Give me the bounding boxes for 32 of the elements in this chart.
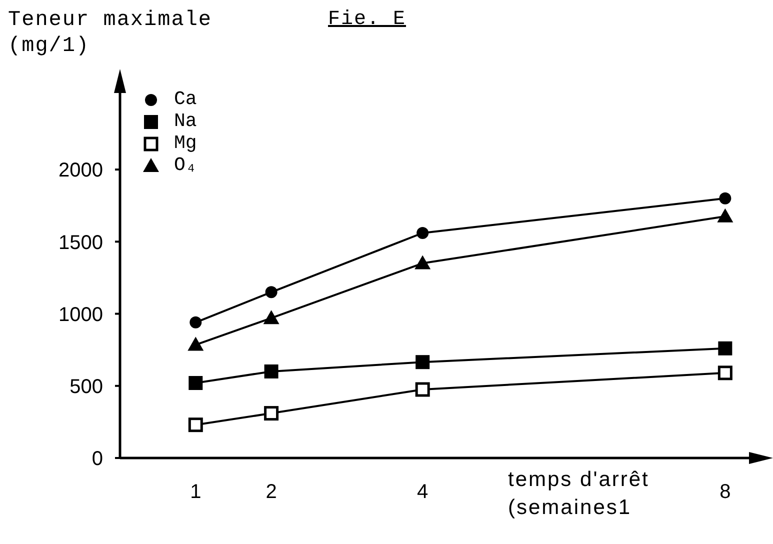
point [718, 366, 732, 380]
point [263, 310, 280, 324]
point [188, 376, 203, 390]
point [188, 336, 204, 351]
x-tick-label: 2 [266, 481, 277, 504]
x-tick-label: 8 [720, 481, 731, 504]
point [719, 192, 732, 204]
legend-label: Ca [174, 88, 197, 110]
y-tick-label: 1500 [58, 232, 103, 254]
x-tick-label: 4 [417, 481, 428, 504]
x-tick-label: 1 [190, 481, 202, 504]
legend-label: O₄ [174, 154, 197, 176]
chart-title: Fie. E [328, 8, 406, 31]
y-tick-label: 500 [70, 376, 103, 398]
y-tick-label: 2000 [58, 160, 103, 182]
point [414, 255, 431, 270]
point [415, 382, 430, 397]
point [416, 227, 429, 239]
legend-label: Mg [174, 132, 197, 154]
y-axis-title: Teneur maximale (mg/1) [8, 8, 214, 60]
point [718, 341, 732, 356]
point [416, 355, 430, 370]
y-tick-label: 0 [92, 448, 103, 470]
legend-label: Na [174, 110, 197, 132]
point [265, 286, 278, 298]
point [190, 316, 202, 328]
point [717, 208, 734, 222]
x-axis-title: temps d'arrêt (semaines1 [508, 467, 650, 521]
point [264, 406, 279, 421]
point [188, 418, 203, 432]
point [264, 364, 278, 378]
y-tick-label: 1000 [58, 304, 103, 326]
